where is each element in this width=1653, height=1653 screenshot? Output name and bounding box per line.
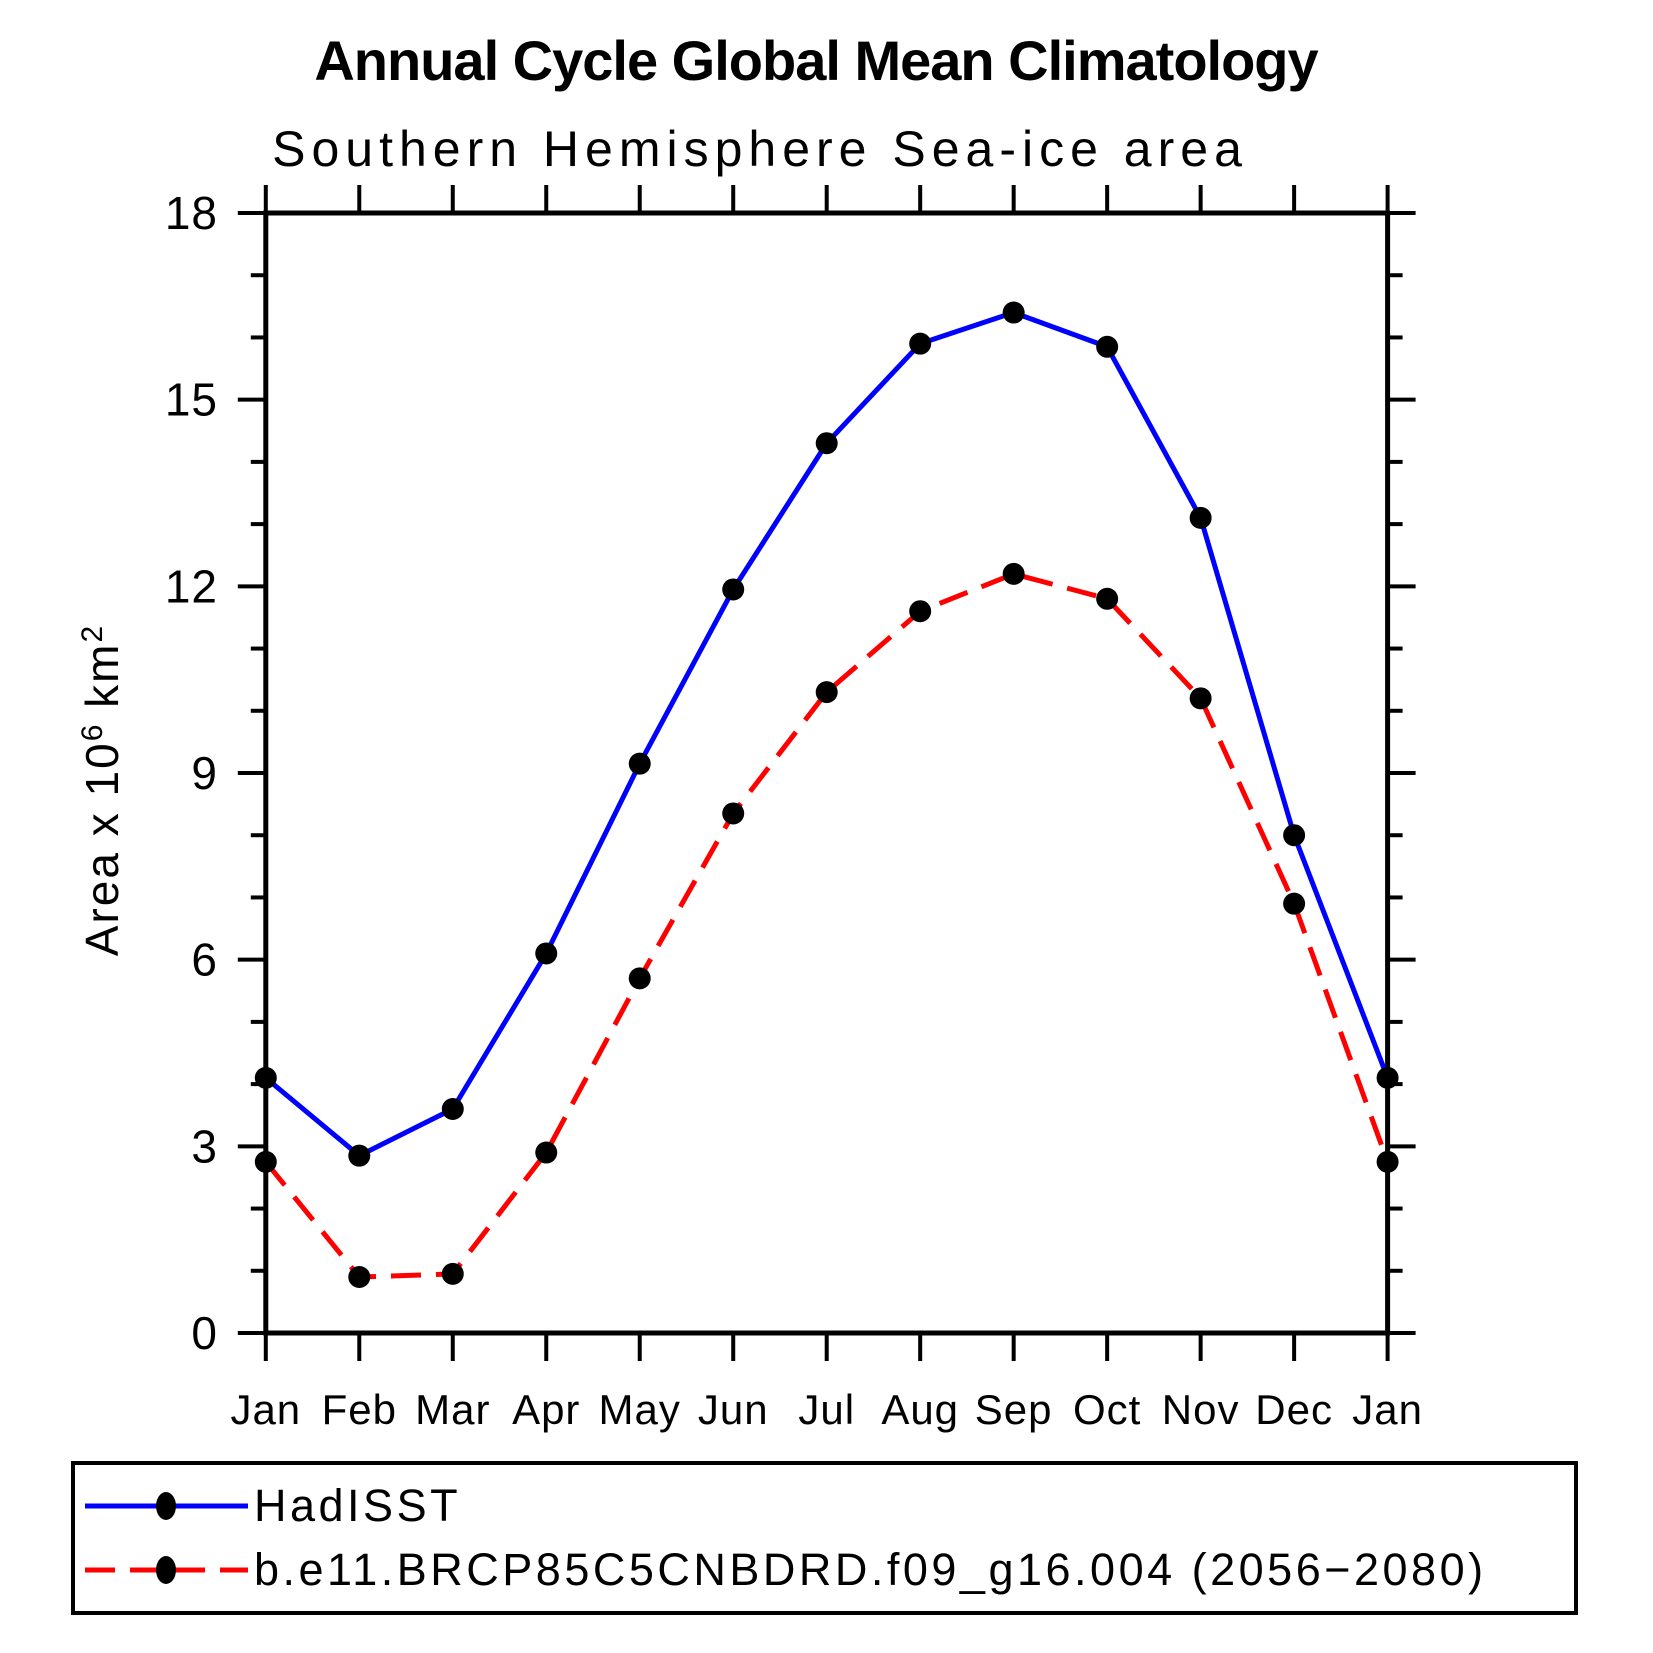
legend-marker-dot	[156, 1492, 176, 1520]
data-point-marker	[1283, 892, 1306, 915]
month-label: Jan	[230, 1386, 301, 1433]
y-tick-label: 3	[191, 1120, 218, 1172]
data-point-marker	[348, 1266, 371, 1288]
legend-box	[71, 1461, 1578, 1615]
month-label: Jun	[698, 1386, 769, 1433]
legend-entry-model: b.e11.BRCP85C5CNBDRD.f09_g16.004 (2056−2…	[85, 1544, 1487, 1595]
data-point-marker	[1189, 506, 1212, 529]
data-point-marker	[909, 600, 932, 623]
data-point-marker	[441, 1262, 464, 1285]
legend-label-hadisst: HadISST	[254, 1480, 461, 1531]
data-point-marker	[348, 1144, 371, 1167]
legend-label-model: b.e11.BRCP85C5CNBDRD.f09_g16.004 (2056−2…	[254, 1544, 1487, 1595]
data-point-marker	[1376, 1066, 1399, 1089]
data-point-marker	[535, 1141, 558, 1164]
chart-subtitle: Southern Hemisphere Sea-ice area	[272, 121, 1248, 177]
data-point-marker	[722, 578, 745, 601]
month-label: Nov	[1162, 1386, 1240, 1433]
month-label: Apr	[512, 1386, 580, 1433]
month-label: May	[599, 1386, 681, 1433]
legend: HadISST b.e11.BRCP85C5CNBDRD.f09_g16.004…	[71, 1461, 1578, 1615]
y-axis-label: Area x 106 km2	[76, 624, 128, 956]
y-tick-label: 0	[191, 1307, 218, 1359]
data-point-marker	[909, 332, 932, 355]
data-point-marker	[1283, 824, 1306, 847]
data-point-marker	[1002, 301, 1025, 324]
data-series	[254, 301, 1399, 1288]
data-point-marker	[1002, 562, 1025, 585]
axes	[237, 185, 1416, 1361]
chart-title: Annual Cycle Global Mean Climatology	[314, 29, 1318, 92]
data-point-marker	[1096, 587, 1119, 610]
y-tick-label: 9	[191, 747, 218, 799]
data-point-marker	[254, 1066, 277, 1089]
y-tick-label: 18	[165, 187, 218, 239]
y-tick-label: 15	[165, 374, 218, 426]
series-line-1	[263, 571, 1390, 1280]
month-label: Oct	[1073, 1386, 1141, 1433]
month-label: Dec	[1255, 1386, 1333, 1433]
data-point-marker	[1189, 687, 1212, 710]
y-tick-labels: 0 3 6 9 12 15 18	[165, 187, 218, 1359]
data-point-marker	[722, 802, 745, 825]
data-point-marker	[815, 432, 838, 455]
x-month-labels: Jan Feb Mar Apr May Jun Jul Aug Sep Oct Nov Dec Jan	[230, 1386, 1423, 1433]
y-tick-label: 12	[165, 560, 218, 612]
month-label: Feb	[322, 1386, 397, 1433]
legend-entry-hadisst: HadISST	[85, 1480, 461, 1531]
data-point-marker	[441, 1098, 464, 1120]
data-point-marker	[1096, 335, 1119, 358]
plot-frame	[263, 210, 1391, 1336]
y-tick-label: 6	[191, 934, 218, 986]
month-label: Jul	[798, 1386, 855, 1433]
data-point-marker	[535, 942, 558, 965]
data-point-marker	[1376, 1150, 1399, 1173]
data-point-marker	[628, 967, 651, 990]
month-label: Sep	[975, 1386, 1053, 1433]
month-label: Aug	[881, 1386, 959, 1433]
data-point-marker	[628, 752, 651, 775]
month-label: Jan	[1352, 1386, 1423, 1433]
legend-marker-dot	[156, 1556, 176, 1584]
month-label: Mar	[415, 1386, 490, 1433]
data-point-marker	[815, 681, 838, 704]
data-point-marker	[254, 1150, 277, 1173]
